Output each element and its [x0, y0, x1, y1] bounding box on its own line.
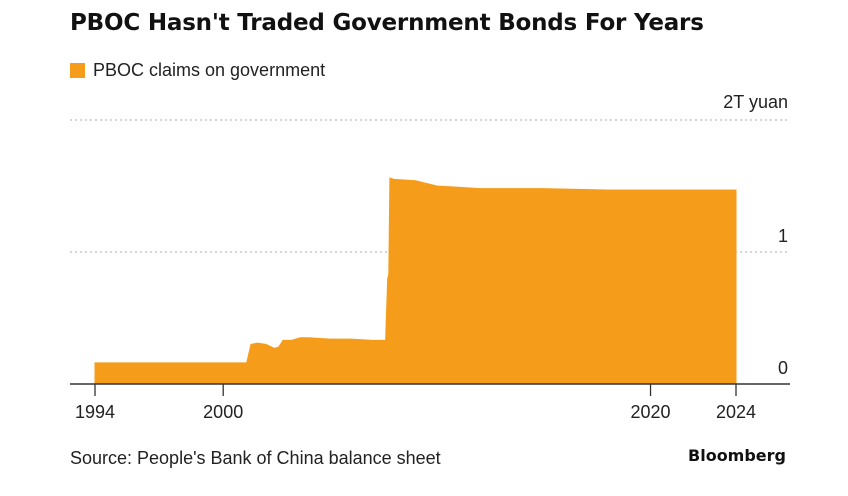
x-tick-label: 2020	[631, 402, 671, 422]
legend-label: PBOC claims on government	[93, 60, 326, 80]
series-area-path	[94, 177, 737, 385]
x-tick-label: 2000	[203, 402, 243, 422]
x-axis: 1994 2000 2020 2024	[70, 383, 790, 422]
series-area	[94, 177, 737, 385]
legend: PBOC claims on government	[70, 60, 325, 81]
x-tick-label: 1994	[75, 402, 115, 422]
x-tick-label: 2024	[716, 402, 756, 422]
bloomberg-logo: Bloomberg	[688, 446, 786, 465]
chart-title: PBOC Hasn't Traded Government Bonds For …	[70, 10, 704, 36]
y-tick-label: 0	[778, 358, 788, 378]
y-tick-label: 2T yuan	[723, 92, 788, 112]
source-note: Source: People's Bank of China balance s…	[70, 448, 441, 468]
y-tick-label: 1	[778, 226, 788, 246]
y-axis-labels: 0 1 2T yuan	[723, 92, 788, 378]
legend-swatch	[70, 63, 85, 78]
